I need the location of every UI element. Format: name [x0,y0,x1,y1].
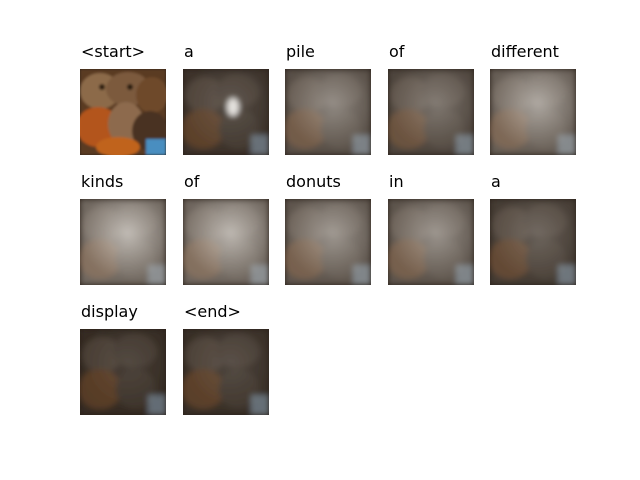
attention-cell: a [183,42,269,172]
attention-map-image [80,199,166,285]
caption-word: display [81,302,138,321]
caption-word: pile [286,42,315,61]
caption-word: <start> [81,42,146,61]
attention-map-image [183,199,269,285]
caption-word: in [389,172,404,191]
caption-word: of [389,42,405,61]
attention-cell: <end> [183,302,269,432]
attention-map-image [285,69,371,155]
attention-cell: a [490,172,576,302]
caption-word: a [184,42,194,61]
attention-map-image [285,199,371,285]
attention-map-image [490,199,576,285]
attention-cell: in [388,172,474,302]
attention-map-image [80,329,166,415]
attention-map-image [388,199,474,285]
attention-cell: different [490,42,576,172]
caption-word: kinds [81,172,124,191]
attention-map-image [183,69,269,155]
attention-map-image [183,329,269,415]
attention-cell: of [183,172,269,302]
attention-cell: donuts [285,172,371,302]
attention-map-image [490,69,576,155]
caption-word: of [184,172,200,191]
attention-cell: kinds [80,172,166,302]
attention-cell: pile [285,42,371,172]
caption-word: <end> [184,302,241,321]
attention-map-image [388,69,474,155]
attention-cell: <start> [80,42,166,172]
attention-cell: of [388,42,474,172]
source-image [80,69,166,155]
attention-cell: display [80,302,166,432]
caption-word: a [491,172,501,191]
caption-word: different [491,42,559,61]
caption-word: donuts [286,172,341,191]
